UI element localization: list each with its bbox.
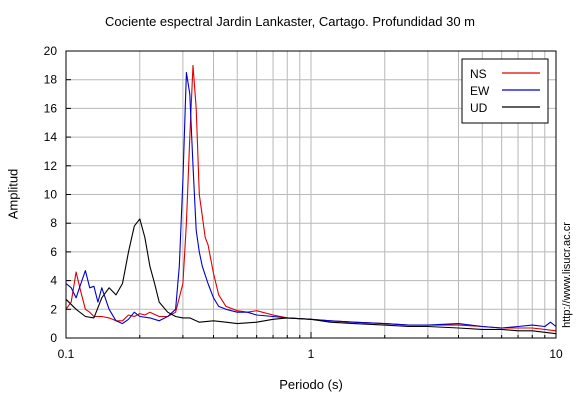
chart-title: Cociente espectral Jardin Lankaster, Car… xyxy=(105,14,475,29)
axis-ticks: 0 2 4 6 8 10 12 14 16 18 20 0.1 1 10 xyxy=(44,44,563,361)
y-tick-label: 18 xyxy=(44,73,58,87)
y-tick-label: 14 xyxy=(44,130,58,144)
x-tick-label: 1 xyxy=(308,347,315,361)
y-axis-label: Amplitud xyxy=(5,168,21,220)
y-tick-label: 12 xyxy=(44,159,58,173)
source-credit: http://www.lisucr.ac.cr xyxy=(561,222,573,328)
series-line-ew xyxy=(65,71,557,329)
y-tick-label: 8 xyxy=(50,216,57,230)
legend: NS EW UD xyxy=(461,58,549,124)
legend-label-ew: EW xyxy=(470,84,490,98)
y-tick-label: 6 xyxy=(50,245,57,259)
x-tick-label: 0.1 xyxy=(58,347,75,361)
series-line-ud xyxy=(65,218,557,335)
y-tick-label: 10 xyxy=(44,188,58,202)
y-tick-label: 4 xyxy=(50,274,57,288)
y-tick-label: 20 xyxy=(44,44,58,58)
legend-label-ud: UD xyxy=(470,101,488,115)
legend-label-ns: NS xyxy=(470,67,487,81)
series-lines xyxy=(65,64,557,335)
x-tick-label: 10 xyxy=(549,347,563,361)
y-tick-label: 16 xyxy=(44,101,58,115)
y-tick-label: 2 xyxy=(50,302,57,316)
y-tick-label: 0 xyxy=(50,331,57,345)
legend-box xyxy=(461,58,549,124)
x-axis-label: Periodo (s) xyxy=(279,377,343,392)
